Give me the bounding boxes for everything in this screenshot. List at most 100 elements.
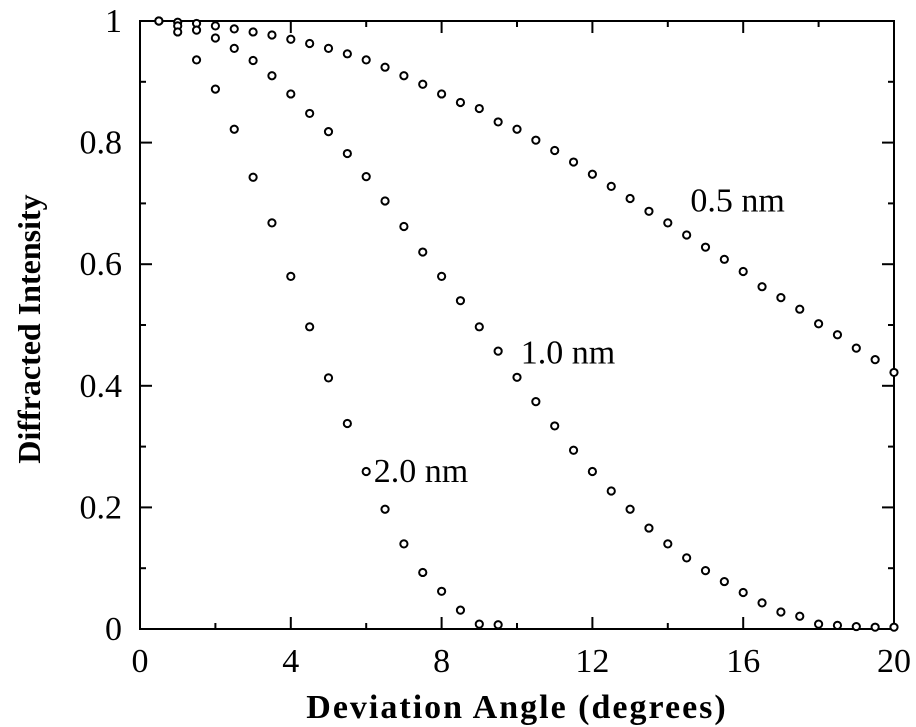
data-point (305, 38, 315, 49)
data-point (663, 539, 673, 549)
y-axis-label: Diffracted Intensity (11, 194, 47, 463)
data-point (870, 355, 880, 365)
data-point (399, 539, 409, 549)
data-point (757, 598, 767, 608)
data-point (550, 145, 560, 156)
data-point (305, 108, 315, 119)
series-2 (154, 16, 899, 632)
data-point (286, 34, 296, 44)
x-tick-label: 20 (877, 643, 911, 680)
data-point (474, 322, 484, 332)
data-point (700, 242, 711, 252)
data-point (493, 346, 503, 356)
x-tick-label: 0 (132, 643, 149, 680)
data-point (342, 49, 352, 59)
x-axis-label: Deviation Angle (degrees) (306, 689, 727, 726)
series-3 (154, 16, 503, 630)
data-point (795, 611, 805, 621)
data-point (418, 247, 428, 257)
data-point (795, 304, 805, 314)
data-point (361, 466, 371, 477)
data-point (455, 605, 466, 615)
data-point (248, 172, 258, 182)
data-point (738, 587, 748, 598)
data-point (437, 271, 447, 281)
data-point (531, 135, 541, 145)
data-point (342, 418, 352, 429)
data-point (286, 89, 296, 99)
data-point (493, 620, 503, 630)
data-point (606, 181, 616, 191)
data-point (719, 576, 729, 587)
data-point (889, 367, 899, 378)
data-point (399, 221, 409, 232)
data-point (380, 504, 390, 514)
data-point (248, 55, 258, 66)
data-point (267, 218, 277, 228)
series-label: 2.0 nm (374, 453, 468, 490)
data-point (568, 445, 579, 455)
data-point (625, 504, 635, 514)
series-label: 0.5 nm (690, 182, 784, 219)
data-point (474, 619, 484, 629)
data-point (625, 193, 635, 204)
data-point (512, 124, 522, 134)
x-tick-label: 8 (433, 643, 450, 680)
data-point (342, 148, 352, 159)
series-1 (154, 16, 899, 378)
data-point (606, 486, 616, 496)
data-point (776, 607, 786, 617)
data-point (229, 24, 239, 34)
data-point (512, 372, 522, 382)
data-point (644, 206, 654, 216)
data-point (323, 127, 334, 137)
data-point (719, 254, 729, 264)
data-point (173, 27, 183, 37)
data-point (738, 266, 748, 277)
data-point (757, 282, 767, 292)
data-point (832, 330, 843, 340)
data-point (493, 117, 503, 127)
data-point (682, 553, 692, 563)
y-tick-label: 0.2 (80, 489, 123, 526)
data-point (531, 397, 541, 407)
data-point (889, 622, 899, 632)
y-tick-label: 0.6 (80, 246, 123, 283)
data-point (437, 89, 447, 99)
data-point (587, 169, 598, 179)
data-point (776, 293, 786, 303)
data-point (455, 97, 466, 108)
data-point (418, 567, 428, 578)
data-point (191, 25, 202, 35)
x-tick-label: 12 (575, 643, 609, 680)
x-tick-label: 16 (726, 643, 760, 680)
data-point (286, 271, 296, 281)
data-point (814, 319, 824, 329)
data-point (418, 79, 428, 89)
data-point (380, 196, 390, 206)
data-point (399, 71, 409, 81)
data-point (851, 621, 861, 632)
x-tick-label: 4 (282, 643, 299, 680)
data-point (267, 71, 277, 81)
data-point (154, 16, 164, 26)
data-point (305, 322, 315, 332)
data-point (437, 586, 447, 596)
plot-frame (139, 20, 895, 630)
data-point (361, 172, 371, 182)
y-tick-label: 0.8 (80, 125, 123, 162)
data-point (229, 43, 239, 53)
data-point (455, 296, 466, 306)
y-tick-label: 0 (105, 611, 122, 648)
data-point (814, 619, 824, 629)
data-point (870, 622, 880, 632)
data-point (323, 43, 334, 53)
data-point (682, 230, 692, 240)
data-point (587, 466, 598, 477)
data-point (248, 27, 258, 37)
data-point (229, 124, 239, 134)
data-point (210, 84, 220, 94)
data-point (644, 523, 654, 533)
